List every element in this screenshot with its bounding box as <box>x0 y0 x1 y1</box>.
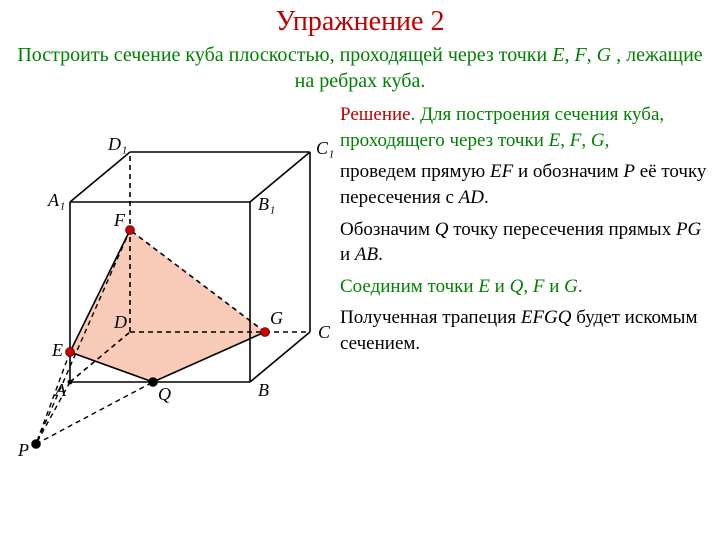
sol-c3: , <box>605 130 610 151</box>
sol-EF: EF <box>490 161 513 182</box>
sol-p4G: G <box>564 276 578 297</box>
sol-p5a: Полученная трапеция <box>340 307 521 328</box>
svg-text:G: G <box>270 308 283 328</box>
svg-text:A: A <box>54 380 67 400</box>
sol-p4d: и <box>544 276 564 297</box>
problem-statement: Построить сечение куба плоскостью, прохо… <box>0 38 720 94</box>
svg-text:F: F <box>113 210 126 230</box>
sol-EFGQ: EFGQ <box>521 307 572 328</box>
svg-text:B₁: B₁ <box>258 194 275 214</box>
sol-p3c: и <box>340 244 355 265</box>
sol-E: E <box>549 130 561 151</box>
sol-p3b: точку пересечения прямых <box>448 219 675 240</box>
sol-p3a: Обозначим <box>340 219 435 240</box>
sol-PG: PG <box>676 219 701 240</box>
sol-P: P <box>623 161 635 182</box>
sol-p2b: и обозначим <box>513 161 623 182</box>
page-title: Упражнение 2 <box>0 0 720 38</box>
solution-para-3: Обозначим Q точку пересечения прямых PG … <box>340 217 708 268</box>
problem-var-F: F <box>574 44 586 66</box>
sol-p4b: и <box>490 276 510 297</box>
problem-var-E: E <box>552 44 564 66</box>
svg-text:A₁: A₁ <box>47 190 65 210</box>
sol-p4c: , <box>523 276 533 297</box>
solution-word: Решение <box>340 104 411 125</box>
sol-c1: , <box>560 130 570 151</box>
sol-p4a: Соединим точки <box>340 276 478 297</box>
cube-svg: A B C D A₁ B₁ C₁ D₁ E F G Q P <box>0 102 340 472</box>
problem-sep-2: , <box>587 44 597 66</box>
problem-text-1: Построить сечение куба плоскостью, прохо… <box>17 44 552 66</box>
sol-AB: AB <box>355 244 378 265</box>
sol-F: F <box>570 130 582 151</box>
sol-p2a: проведем прямую <box>340 161 490 182</box>
sol-G: G <box>591 130 605 151</box>
svg-text:P: P <box>17 440 29 460</box>
svg-text:D: D <box>113 312 127 332</box>
problem-var-G: G <box>597 44 611 66</box>
svg-text:E: E <box>51 340 63 360</box>
sol-p4Q: Q <box>510 276 524 297</box>
sol-p3d: . <box>378 244 383 265</box>
sol-c2: , <box>581 130 591 151</box>
sol-p2d: . <box>484 187 489 208</box>
sol-p4E: E <box>478 276 490 297</box>
svg-text:D₁: D₁ <box>107 134 127 154</box>
sol-Q: Q <box>435 219 449 240</box>
solution-para-4: Соединим точки E и Q, F и G. <box>340 274 708 300</box>
solution-para-1: Решение. Для построения сечения куба, пр… <box>340 102 708 153</box>
content-row: ABCDA₁B₁C₁D₁EFGQP Решение. Для построени… <box>0 94 720 472</box>
svg-text:C₁: C₁ <box>316 138 334 158</box>
svg-text:B: B <box>258 380 269 400</box>
sol-p4e: . <box>578 276 583 297</box>
svg-text:Q: Q <box>158 384 171 404</box>
problem-sep-1: , <box>564 44 574 66</box>
svg-text:C: C <box>318 322 331 342</box>
solution-para-5: Полученная трапеция EFGQ будет искомым с… <box>340 305 708 356</box>
cube-diagram: A B C D A₁ B₁ C₁ D₁ E F G Q P <box>0 102 340 472</box>
sol-AD: AD <box>459 187 484 208</box>
solution-column: Решение. Для построения сечения куба, пр… <box>340 102 720 472</box>
solution-para-2: проведем прямую EF и обозначим P её точк… <box>340 159 708 210</box>
sol-p4F: F <box>533 276 545 297</box>
